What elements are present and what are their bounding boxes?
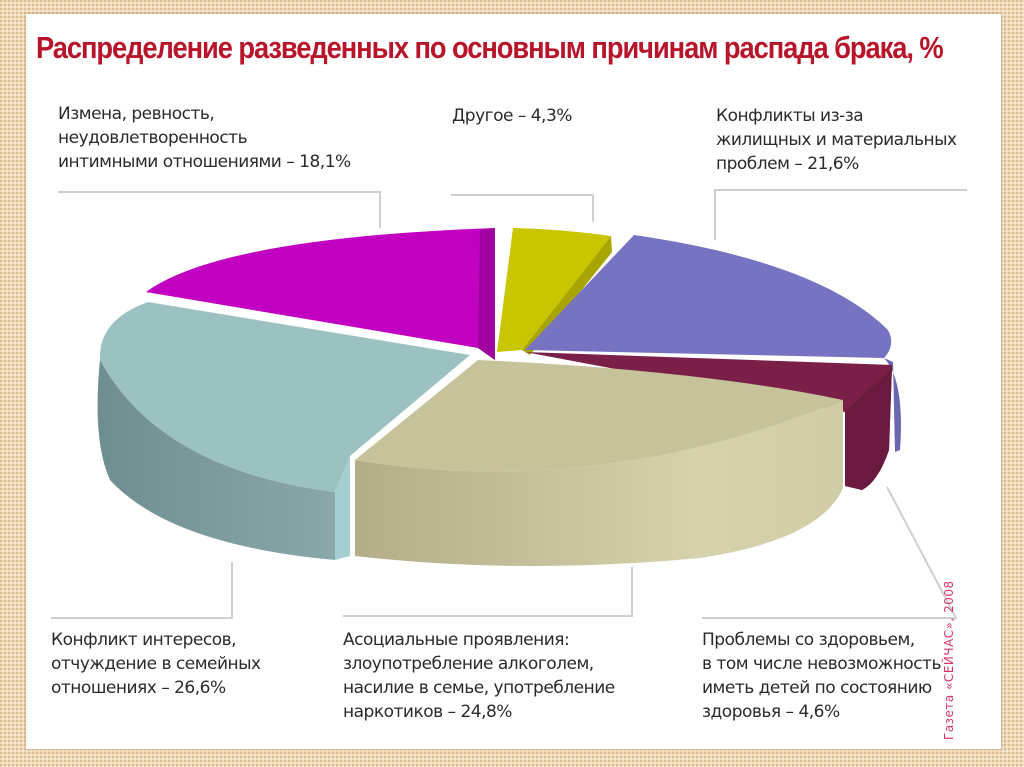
leader-lines — [51, 189, 967, 619]
label-health: Проблемы со здоровьем, в том числе невоз… — [702, 630, 941, 722]
slice-infidelity — [146, 228, 495, 360]
slice-interests — [99, 302, 470, 492]
label-asocial: Асоциальные проявления: злоупотребление … — [343, 630, 615, 722]
slice-interests-side — [97, 360, 336, 560]
slice-asocial — [355, 360, 843, 472]
label-infidelity: Измена, ревность, неудовлетворенность ин… — [58, 104, 351, 172]
source-credit: Газета «СЕЙЧАС», 2008 — [942, 580, 956, 740]
slice-other — [497, 228, 611, 352]
label-interests: Конфликт интересов, отчуждение в семейны… — [51, 630, 261, 698]
slice-asocial-side — [355, 400, 843, 567]
label-other: Другое – 4,3% — [452, 106, 572, 126]
label-housing: Конфликты из-за жилищных и материальных … — [716, 106, 957, 174]
slice-housing — [525, 235, 892, 358]
chart-title: Распределение разведенных по основным пр… — [36, 30, 944, 65]
slice-health — [525, 352, 892, 490]
